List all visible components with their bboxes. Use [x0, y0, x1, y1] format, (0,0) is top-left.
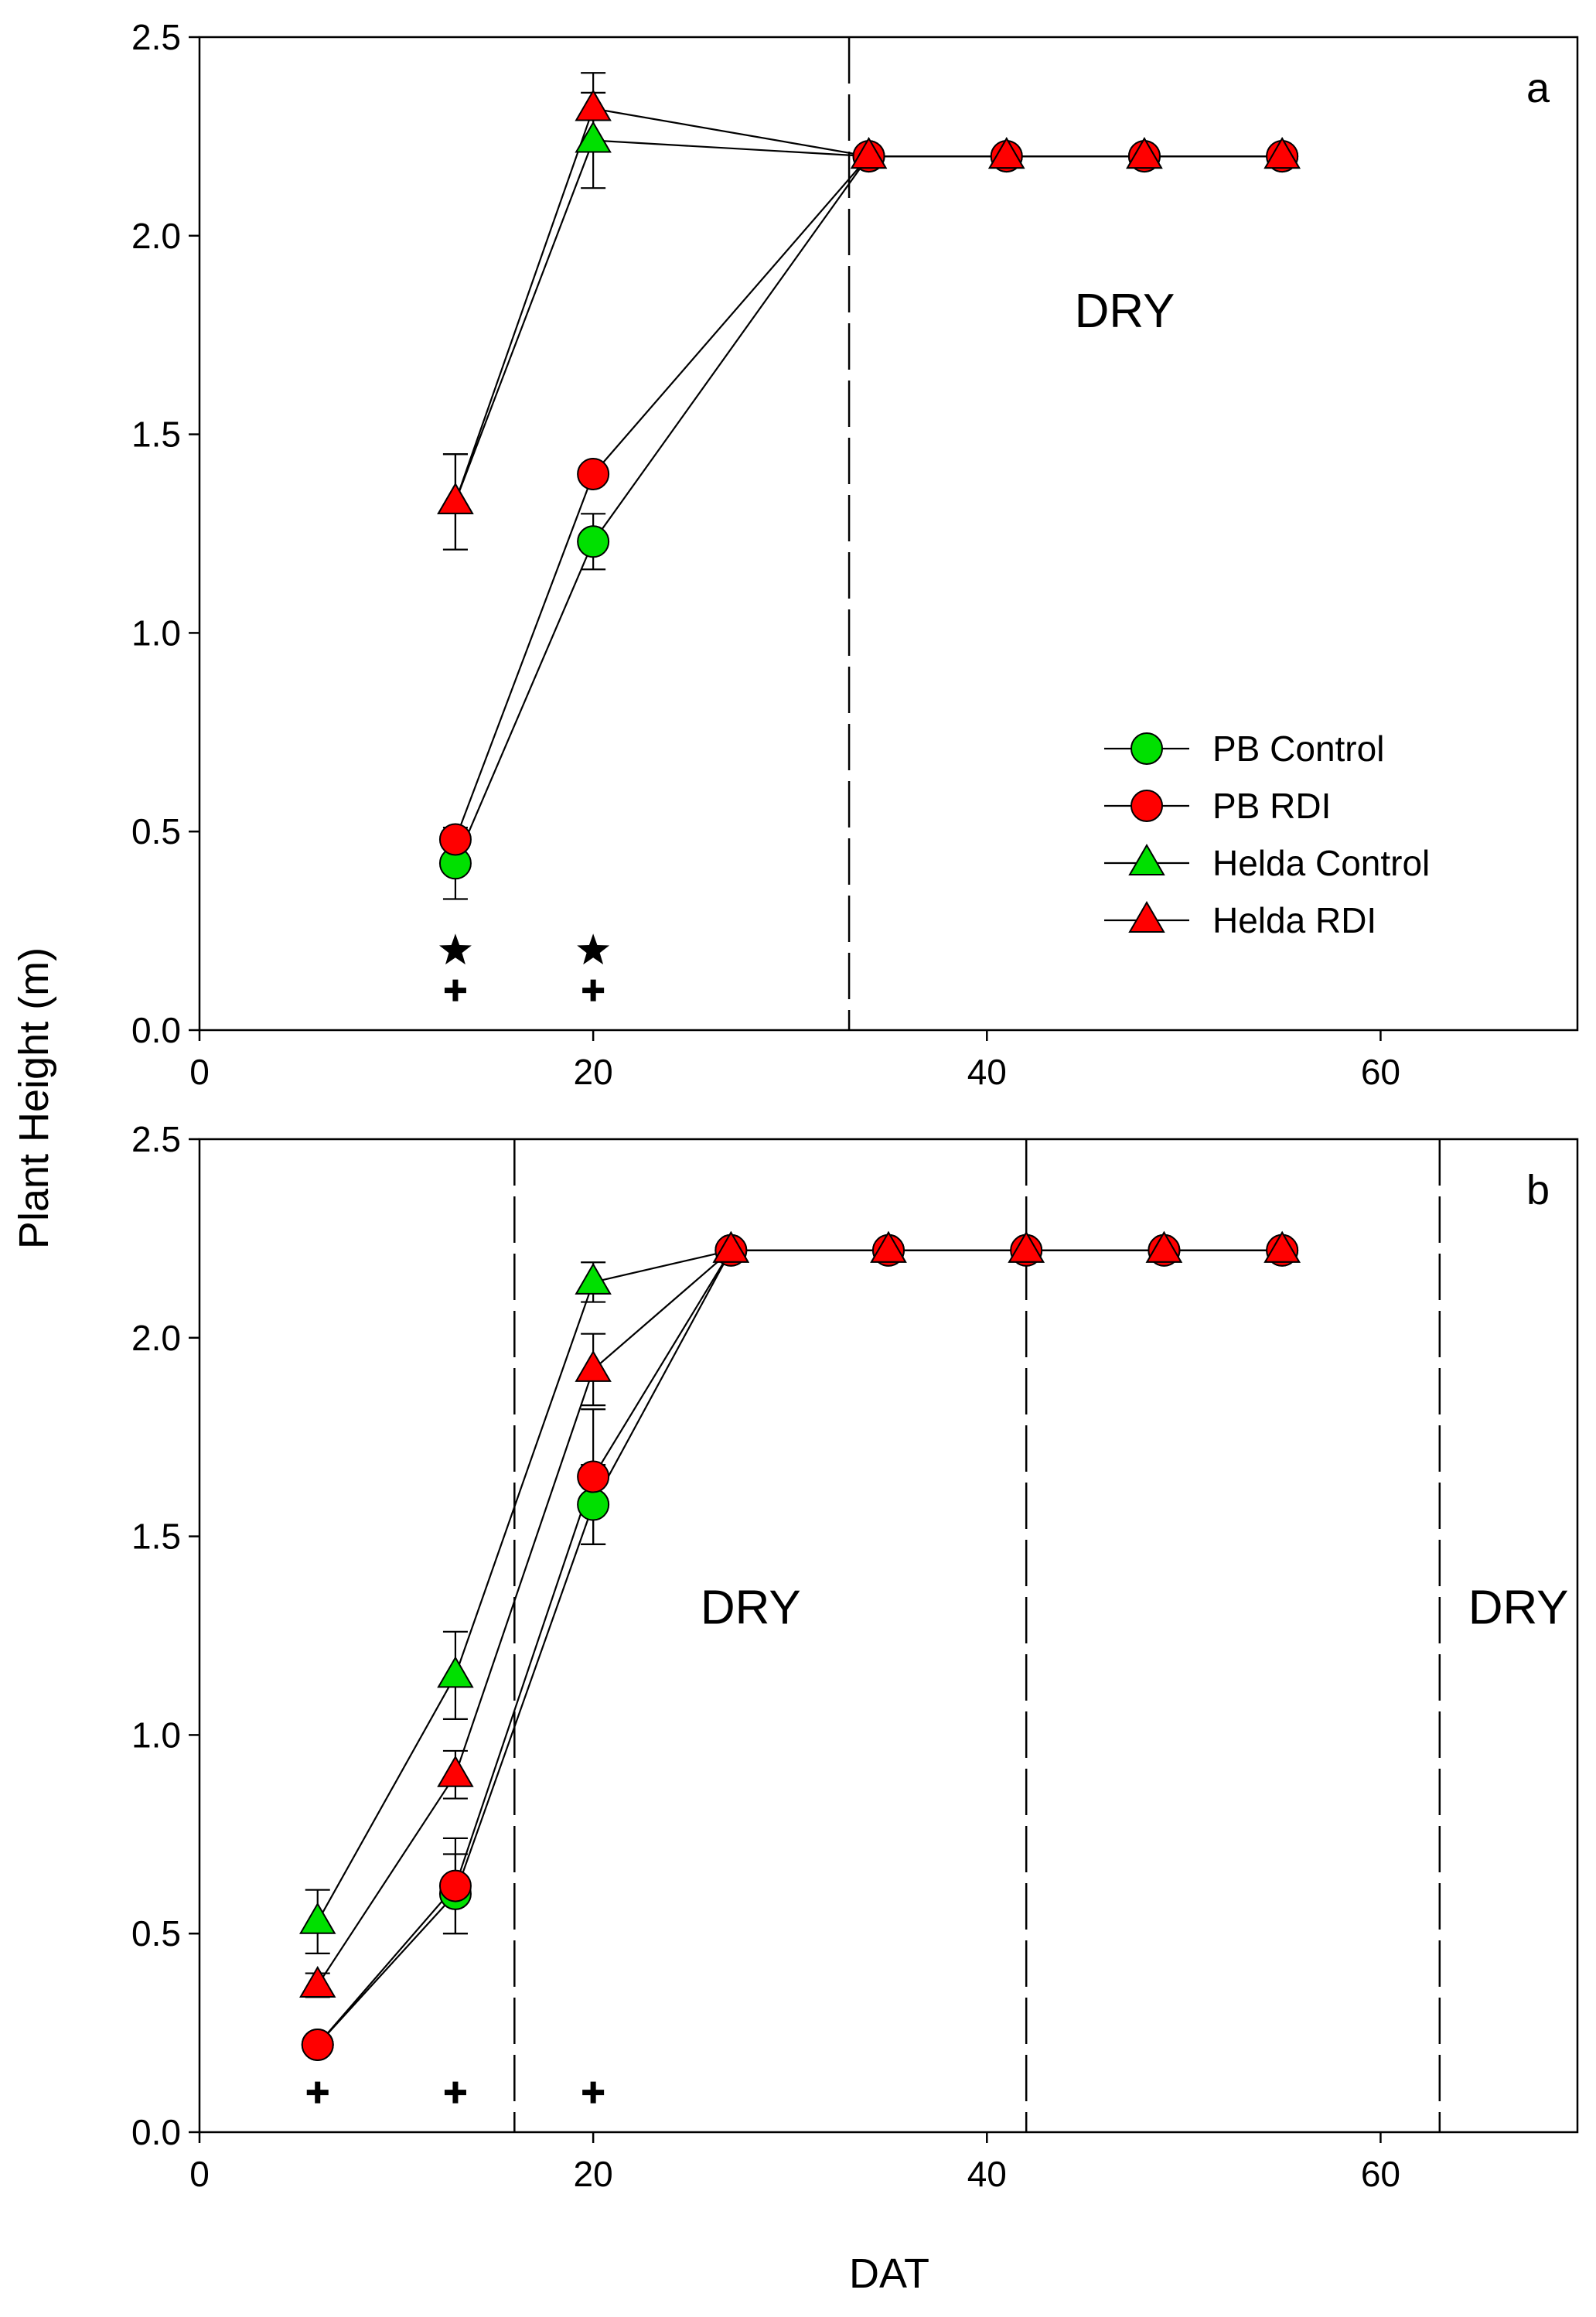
data-point-pb-rdi: [301, 2029, 334, 2062]
y-tick-label: 0.5: [131, 811, 181, 851]
data-point-helda-rdi: [1145, 1230, 1183, 1263]
data-point-pb-rdi: [438, 1869, 472, 1902]
legend: PB Control PB RDI Helda Control Helda RDI: [1104, 729, 1430, 940]
y-tick-label: 1.0: [131, 1715, 181, 1755]
data-point-helda-rdi: [870, 1230, 907, 1263]
data-point-helda-rdi: [437, 482, 474, 514]
data-point-pb-rdi: [577, 457, 610, 490]
data-point-helda-rdi: [1008, 1230, 1045, 1263]
data-point-helda-control: [437, 1656, 474, 1688]
plot-frame: [198, 36, 1579, 1032]
legend-label-pb-control: PB Control: [1212, 729, 1384, 769]
data-point-helda-control: [575, 1262, 612, 1295]
data-point-helda-rdi: [575, 89, 612, 121]
panel-label: a: [1526, 65, 1550, 111]
x-tick-label: 20: [574, 2154, 613, 2194]
data-point-helda-rdi: [850, 137, 888, 169]
y-tick-label: 1.5: [131, 415, 181, 455]
y-tick-label: 2.5: [131, 17, 181, 57]
legend-marker-pb-rdi: [1130, 790, 1163, 822]
plot-frame: [198, 1138, 1579, 2134]
series-line-pb-rdi: [454, 155, 1283, 840]
data-point-helda-rdi: [712, 1230, 750, 1263]
legend-marker-helda-control: [1128, 844, 1165, 875]
region-label-dry: DRY: [1075, 285, 1175, 338]
significance-plus-marker: [582, 2081, 605, 2104]
y-tick-label: 1.0: [131, 613, 181, 653]
region-label-dry: DRY: [1468, 1582, 1569, 1635]
significance-plus-marker: [444, 979, 466, 1002]
legend-marker-helda-rdi: [1128, 901, 1165, 933]
x-tick-label: 0: [189, 1052, 210, 1092]
significance-star-marker: [577, 933, 610, 965]
y-tick-label: 2.5: [131, 1119, 181, 1159]
x-tick-label: 20: [574, 1052, 613, 1092]
significance-star-marker: [439, 933, 472, 965]
data-point-helda-rdi: [1126, 137, 1163, 169]
data-point-helda-rdi: [437, 1755, 474, 1787]
x-axis-title: DAT: [849, 2250, 929, 2297]
series-line-helda-rdi: [316, 1249, 1283, 1986]
data-point-pb-control: [577, 525, 610, 558]
y-tick-label: 0.5: [131, 1913, 181, 1954]
x-tick-label: 40: [967, 2154, 1007, 2194]
series-line-helda-rdi: [454, 107, 1283, 503]
significance-plus-marker: [582, 979, 605, 1002]
legend-label-pb-rdi: PB RDI: [1212, 786, 1331, 826]
series-line-pb-control: [316, 1249, 1283, 2046]
data-point-helda-rdi: [575, 1350, 612, 1382]
x-tick-label: 0: [189, 2154, 210, 2194]
region-label-dry: DRY: [701, 1582, 801, 1635]
y-tick-label: 0.0: [131, 2112, 181, 2152]
data-point-helda-rdi: [1264, 137, 1301, 169]
significance-plus-marker: [306, 2081, 329, 2104]
data-point-pb-control: [577, 1488, 610, 1521]
data-point-pb-rdi: [577, 1460, 610, 1493]
panel-b: 0.0 0.5 1.0 1.5 2.0 2.5 0 20 40 60 b DRY DRY: [131, 1119, 1579, 2194]
x-tick-label: 40: [967, 1052, 1007, 1092]
series-line-pb-rdi: [316, 1249, 1283, 2046]
significance-plus-marker: [444, 2081, 466, 2104]
x-tick-label: 60: [1361, 1052, 1400, 1092]
y-tick-label: 0.0: [131, 1010, 181, 1050]
y-tick-label: 2.0: [131, 1318, 181, 1358]
x-tick-label: 60: [1361, 2154, 1400, 2194]
legend-label-helda-rdi: Helda RDI: [1212, 900, 1376, 940]
y-axis-title: Plant Height (m): [11, 947, 57, 1249]
data-point-helda-rdi: [988, 137, 1025, 169]
y-tick-label: 2.0: [131, 216, 181, 256]
panel-label: b: [1526, 1167, 1550, 1213]
data-point-helda-control: [575, 121, 612, 153]
data-point-helda-rdi: [1264, 1230, 1301, 1263]
data-point-helda-control: [299, 1902, 336, 1934]
data-point-helda-rdi: [299, 1965, 336, 1998]
legend-label-helda-control: Helda Control: [1212, 843, 1430, 883]
legend-marker-pb-control: [1130, 732, 1163, 765]
data-point-pb-rdi: [438, 823, 472, 856]
y-tick-label: 1.5: [131, 1517, 181, 1557]
